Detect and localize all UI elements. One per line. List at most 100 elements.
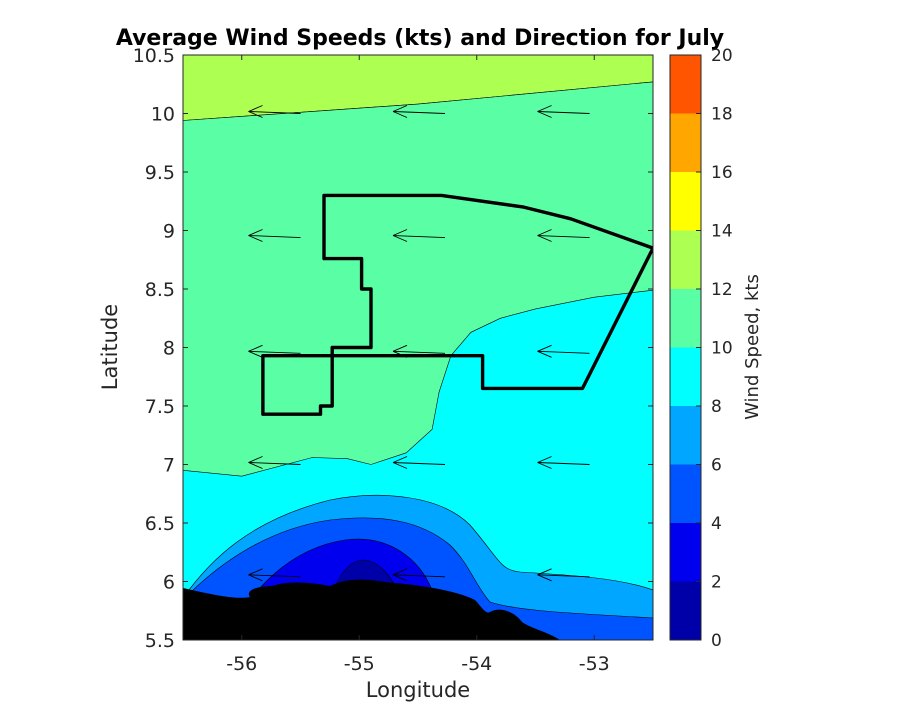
wind-vector-head-lower [248, 350, 263, 358]
colorbar-tick-label: 12 [711, 280, 733, 300]
wind-vector-head-upper [248, 105, 263, 112]
wind-vector-head-upper [537, 568, 552, 576]
colorbar-tick-label: 14 [711, 222, 733, 242]
wind-vector [248, 456, 301, 469]
colorbar-tick-label: 20 [711, 46, 733, 66]
wind-vector-head-upper [537, 105, 552, 112]
x-tick-label: -54 [461, 653, 492, 675]
wind-vector-head-lower [537, 574, 552, 582]
wind-vector-head-lower [248, 235, 263, 242]
colorbar-tick-label: 0 [711, 631, 722, 651]
wind-vector-head-upper [392, 229, 408, 236]
wind-vector [537, 568, 590, 582]
wind-vector [392, 456, 446, 469]
y-tick-label: 8 [163, 338, 175, 360]
x-tick-label: -56 [226, 653, 257, 675]
wind-vector-head-upper [537, 344, 552, 352]
wind-vector-head-upper [392, 344, 408, 352]
contour-band-10-12 [183, 81, 653, 477]
wind-vector-shaft [248, 350, 301, 354]
wind-vector [537, 344, 590, 358]
wind-vector [248, 229, 301, 242]
wind-vector-head-upper [248, 229, 263, 236]
area-of-interest-outline [261, 193, 653, 416]
colorbar-tick-label: 16 [711, 163, 733, 183]
wind-vector [537, 456, 590, 469]
wind-vector-shaft [537, 350, 590, 354]
wind-vector-head-lower [537, 462, 552, 469]
wind-vector-head-lower [537, 111, 552, 118]
colorbar-swatch [670, 523, 701, 582]
colorbar-swatch [670, 230, 701, 289]
wind-vector-head-upper [392, 456, 408, 463]
y-tick-label: 6.5 [145, 513, 175, 535]
colorbar-swatch [670, 581, 701, 640]
wind-vector-head-lower [392, 235, 408, 242]
wind-vector-head-upper [537, 456, 552, 463]
wind-vector-head-upper [248, 568, 263, 576]
wind-vector-head-lower [392, 574, 408, 582]
wind-vector [248, 344, 301, 358]
wind-vector-head-upper [537, 229, 552, 236]
y-tick-label: 5.5 [145, 630, 175, 652]
colorbar-tick-label: 4 [711, 514, 722, 534]
colorbar-tick-label: 8 [711, 397, 722, 417]
wind-vector-shaft [248, 235, 301, 238]
wind-vector-shaft [537, 235, 590, 238]
colorbar-tick-label: 10 [711, 339, 733, 359]
y-axis-label: Latitude [98, 304, 122, 390]
wind-vector [392, 229, 446, 242]
wind-vector [392, 105, 446, 118]
wind-vector [248, 568, 301, 582]
colorbar-swatch [670, 347, 701, 406]
wind-vector-shaft [248, 111, 301, 114]
wind-vector-shaft [393, 350, 446, 354]
y-tick-label: 8.5 [145, 279, 175, 301]
colorbar-tick-label: 18 [711, 105, 733, 125]
y-tick-label: 7 [163, 455, 175, 477]
y-axis: 5.5 6 6.5 7 7.5 8 8.5 9 9.5 10 10.5 [133, 45, 653, 652]
wind-vector-head-lower [537, 235, 552, 242]
wind-vector-shaft [537, 462, 590, 465]
colorbar-swatch [670, 172, 701, 231]
wind-vector [537, 229, 590, 242]
y-tick-label: 10 [151, 104, 175, 126]
wind-vector-head-lower [248, 462, 263, 469]
x-tick-label: -55 [344, 653, 375, 675]
wind-vector-shaft [393, 574, 446, 578]
y-tick-label: 7.5 [145, 396, 175, 418]
x-tick-label: -53 [579, 653, 610, 675]
colorbar-swatch [670, 464, 701, 523]
colorbar-swatch [670, 55, 701, 114]
wind-vector-shaft [248, 462, 301, 465]
wind-vector-shaft [393, 235, 446, 238]
wind-vector-head-lower [392, 462, 408, 469]
colorbar-swatch [670, 406, 701, 465]
x-axis: -56 -55 -54 -53 [226, 55, 610, 675]
colorbar-swatch [670, 113, 701, 172]
wind-vector-head-upper [248, 344, 263, 352]
wind-vector-head-lower [248, 111, 263, 118]
wind-vector-head-lower [537, 350, 552, 358]
chart-title: Average Wind Speeds (kts) and Direction … [116, 26, 724, 51]
wind-vector-shaft [537, 111, 590, 114]
colorbar-tick-label: 2 [711, 573, 722, 593]
wind-vector-head-lower [392, 111, 408, 118]
y-tick-label: 9 [163, 221, 175, 243]
wind-vector [392, 568, 446, 582]
wind-vector [248, 105, 301, 118]
wind-vector-shaft [537, 574, 590, 578]
y-tick-label: 6 [163, 572, 175, 594]
wind-vector-shaft [393, 462, 446, 465]
plot-area [183, 55, 653, 640]
wind-vector-shaft [393, 111, 446, 114]
colorbar-label: Wind Speed, kts [742, 274, 763, 420]
y-tick-label: 9.5 [145, 162, 175, 184]
x-axis-label: Longitude [366, 678, 470, 702]
wind-vector-head-upper [392, 568, 408, 576]
land-mass [183, 579, 560, 640]
wind-vector-shaft [248, 574, 301, 578]
colorbar-swatch [670, 289, 701, 348]
